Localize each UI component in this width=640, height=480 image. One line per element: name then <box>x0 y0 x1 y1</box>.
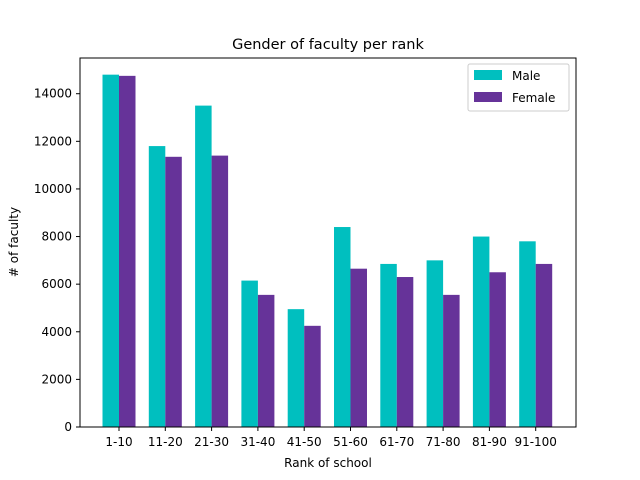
x-tick-label: 71-80 <box>426 435 461 449</box>
x-axis: 1-10 11-20 21-30 31-40 41-50 51-60 61-70 71-80 8… <box>105 427 557 449</box>
y-tick-label: 2000 <box>41 372 72 386</box>
y-tick-label: 14000 <box>34 87 72 101</box>
bar-female-91-100 <box>535 263 553 427</box>
bar-female-61-70 <box>396 277 414 427</box>
y-axis-label: # of faculty <box>7 207 21 277</box>
bar-female-71-80 <box>443 294 460 427</box>
y-tick-label: 0 <box>64 420 72 434</box>
bar-male-61-70 <box>380 263 397 427</box>
bar-female-81-90 <box>489 272 506 427</box>
y-tick-label: 6000 <box>41 277 72 291</box>
bar-male-91-100 <box>519 241 536 427</box>
bar-male-31-40 <box>241 280 258 427</box>
x-tick-label: 51-60 <box>333 435 368 449</box>
legend-swatch-male <box>474 70 502 80</box>
bar-female-41-50 <box>304 325 321 427</box>
bars-group <box>102 74 553 428</box>
x-tick-label: 61-70 <box>379 435 414 449</box>
x-axis-label: Rank of school <box>284 456 372 470</box>
legend-label-female: Female <box>512 91 555 105</box>
bar-female-1-10 <box>119 75 136 427</box>
chart-title: Gender of faculty per rank <box>232 37 424 53</box>
plot-frame <box>79 57 577 428</box>
y-tick-label: 4000 <box>41 325 72 339</box>
bar-female-11-20 <box>165 156 182 428</box>
y-tick-label: 12000 <box>34 134 72 148</box>
bar-female-21-30 <box>211 155 229 428</box>
x-tick-label: 91-100 <box>514 435 557 449</box>
x-tick-label: 31-40 <box>240 435 275 449</box>
y-tick-label: 10000 <box>34 182 72 196</box>
bar-male-1-10 <box>102 74 119 427</box>
bar-male-81-90 <box>472 236 490 427</box>
x-tick-label: 41-50 <box>287 435 322 449</box>
x-tick-label: 21-30 <box>194 435 229 449</box>
y-tick-label: 8000 <box>41 230 72 244</box>
legend-swatch-female <box>474 92 502 102</box>
bar-male-71-80 <box>426 260 444 427</box>
x-tick-label: 81-90 <box>472 435 507 449</box>
bar-male-21-30 <box>195 105 212 428</box>
bar-male-41-50 <box>287 309 305 427</box>
legend-label-male: Male <box>512 69 540 83</box>
bar-male-11-20 <box>148 146 166 427</box>
x-tick-label: 1-10 <box>105 435 132 449</box>
bar-female-31-40 <box>257 294 275 427</box>
bar-male-51-60 <box>334 227 351 427</box>
bar-female-51-60 <box>350 268 367 427</box>
x-tick-label: 11-20 <box>148 435 183 449</box>
legend: Male Female <box>467 63 570 112</box>
y-axis: 0 2000 4000 6000 8000 10000 12000 14000 <box>34 87 80 434</box>
